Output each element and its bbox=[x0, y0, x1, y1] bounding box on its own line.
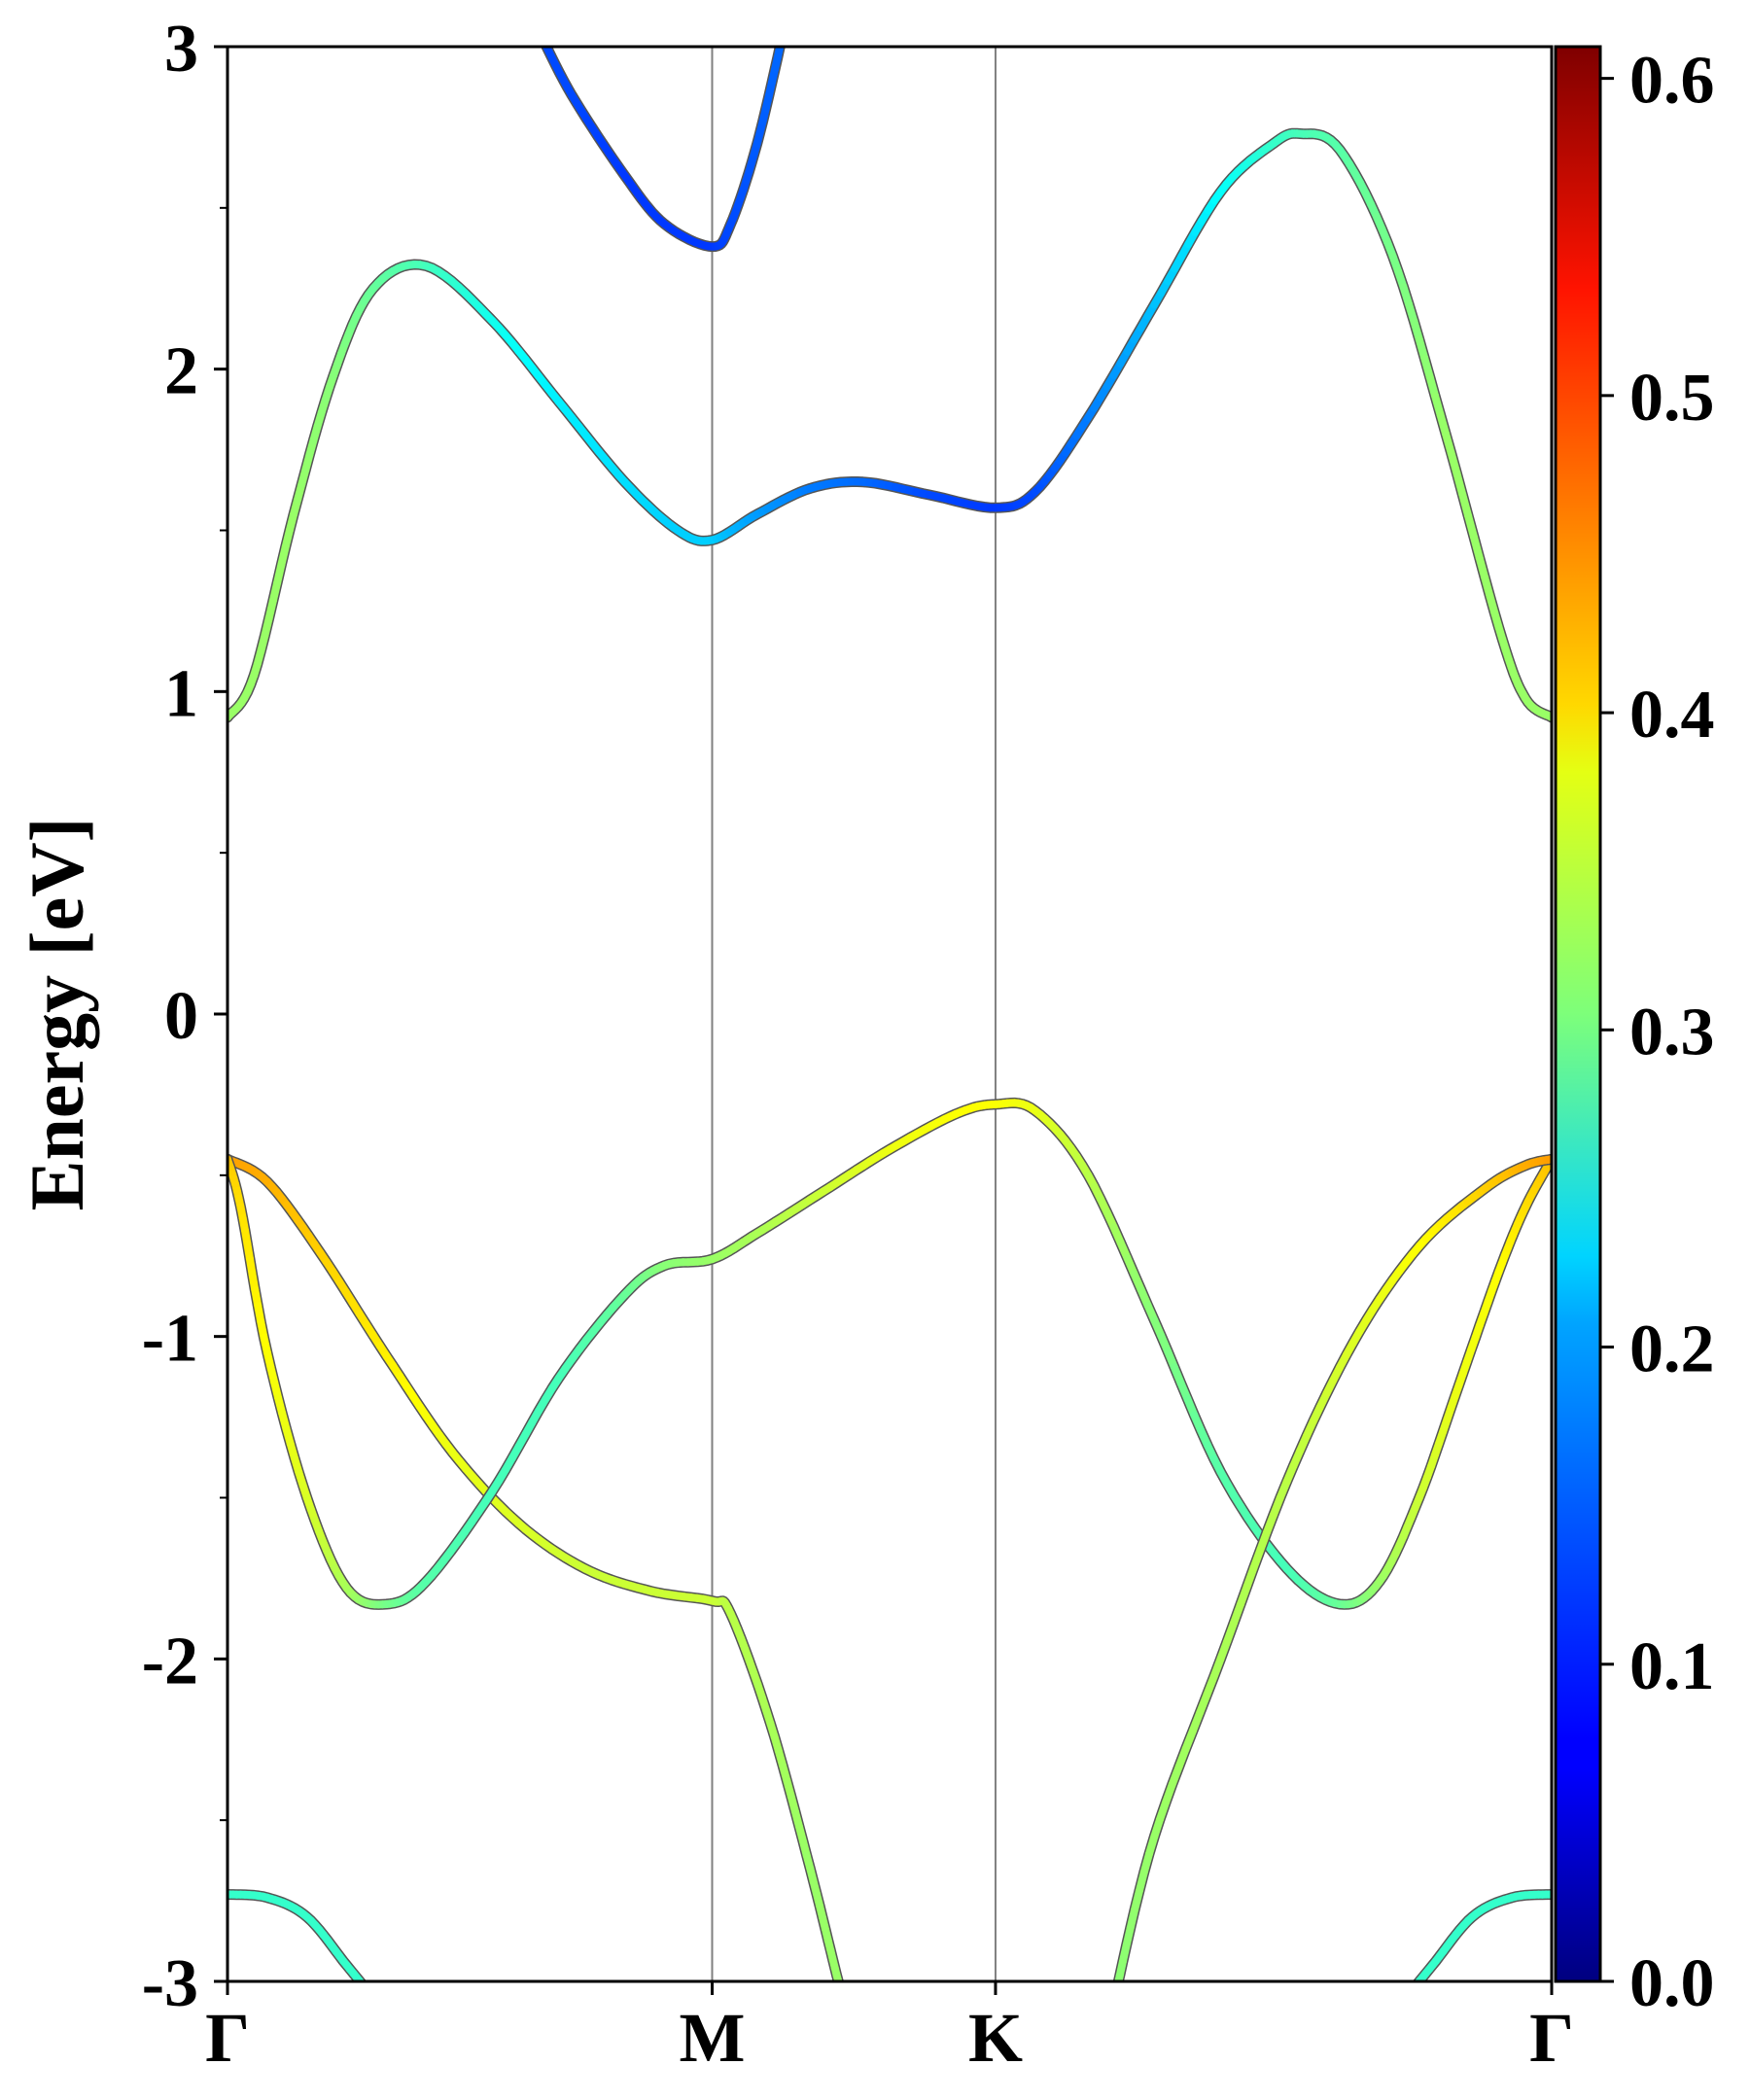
band-segment bbox=[1408, 1993, 1410, 1995]
y-tick-label: -1 bbox=[142, 1302, 198, 1377]
band-segment bbox=[371, 1996, 373, 1998]
x-tick-label: K bbox=[968, 1999, 1023, 2077]
x-tick-label: M bbox=[680, 1999, 746, 2077]
band-segment bbox=[776, 47, 785, 51]
colorbar-tick-label: 0.0 bbox=[1629, 1946, 1715, 2021]
band-segment bbox=[541, 34, 542, 39]
y-tick-label: -2 bbox=[142, 1624, 198, 1698]
band-segment bbox=[841, 1991, 842, 1993]
colorbar bbox=[1554, 45, 1602, 1983]
y-tick-label: -3 bbox=[142, 1946, 198, 2021]
band-segment bbox=[842, 1993, 843, 1994]
y-tick-label: 3 bbox=[164, 12, 198, 87]
band-line bbox=[228, 1153, 844, 1994]
band-segment bbox=[368, 1991, 369, 1994]
band-segment bbox=[539, 30, 541, 34]
y-tick-label: 1 bbox=[164, 656, 198, 731]
band-curves bbox=[228, 30, 1552, 1998]
y-tick-label: 2 bbox=[164, 334, 198, 409]
colorbar-tick-label: 0.3 bbox=[1629, 995, 1715, 1069]
band-segment bbox=[366, 1988, 368, 1991]
band-line bbox=[228, 127, 1552, 723]
band-segment bbox=[542, 47, 549, 49]
x-tick-label: Γ bbox=[1529, 1999, 1574, 2077]
y-axis-ticks: -3 -2 -1 0 1 2 3 bbox=[142, 12, 228, 2021]
band-line bbox=[1406, 1889, 1552, 1998]
band-outline bbox=[1112, 1153, 1552, 1981]
band-segment bbox=[838, 1980, 841, 1981]
band-segment bbox=[1115, 1988, 1117, 1998]
band-line bbox=[228, 1097, 1552, 1610]
band-segment bbox=[1406, 1996, 1408, 1998]
band-segment bbox=[1414, 1980, 1419, 1981]
colorbar-tick-label: 0.5 bbox=[1629, 361, 1715, 436]
band-segment bbox=[1410, 1991, 1412, 1994]
colorbar-tick-label: 0.2 bbox=[1629, 1312, 1715, 1387]
colorbar-tick-label: 0.4 bbox=[1629, 678, 1715, 752]
band-segment bbox=[1412, 1988, 1415, 1991]
band-line bbox=[1112, 1153, 1552, 1998]
band-line bbox=[228, 1889, 373, 1998]
y-axis-label: Energy [eV] bbox=[15, 817, 99, 1210]
band-segment bbox=[840, 1988, 841, 1991]
colorbar-ticks: 0.0 0.1 0.2 0.3 0.4 0.5 0.6 bbox=[1600, 44, 1715, 2021]
band-segment bbox=[782, 30, 784, 37]
colorbar-tick-label: 0.1 bbox=[1629, 1629, 1715, 1704]
band-segment bbox=[369, 1993, 371, 1995]
y-tick-label: 0 bbox=[164, 979, 198, 1054]
colorbar-tick-label: 0.6 bbox=[1629, 44, 1715, 119]
plot-frame bbox=[226, 45, 1554, 1983]
x-tick-label: Γ bbox=[205, 1999, 250, 2077]
band-line bbox=[539, 30, 786, 253]
band-outline bbox=[228, 1153, 844, 1981]
band-outline bbox=[541, 47, 786, 253]
band-segment bbox=[360, 1980, 366, 1981]
band-outline bbox=[228, 127, 1552, 723]
high-symmetry-lines bbox=[711, 47, 997, 1981]
